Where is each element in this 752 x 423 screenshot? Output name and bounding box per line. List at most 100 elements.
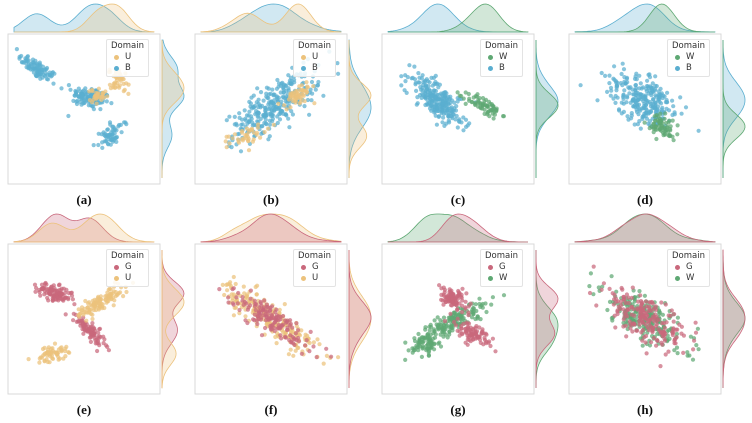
data-point xyxy=(17,56,22,61)
data-point xyxy=(228,283,233,288)
data-point xyxy=(258,116,263,121)
data-point xyxy=(294,90,299,95)
data-point xyxy=(624,100,629,105)
data-point xyxy=(475,92,480,97)
data-point xyxy=(289,79,294,84)
data-point xyxy=(112,131,117,136)
legend-label: W xyxy=(686,52,695,62)
panel-h xyxy=(568,213,746,395)
data-point xyxy=(263,309,268,314)
data-point xyxy=(630,329,635,334)
data-point xyxy=(96,131,101,136)
data-point xyxy=(72,93,78,98)
data-point xyxy=(80,308,85,313)
data-point xyxy=(437,283,442,288)
data-point xyxy=(652,319,657,324)
data-point xyxy=(638,306,643,311)
series-G xyxy=(437,283,498,354)
series-W xyxy=(642,111,680,143)
data-point xyxy=(278,333,283,338)
data-point xyxy=(501,114,506,119)
data-point xyxy=(89,100,95,105)
data-point xyxy=(639,86,644,91)
data-point xyxy=(225,282,230,287)
data-point xyxy=(433,79,438,85)
data-point xyxy=(652,306,657,311)
data-point xyxy=(225,288,230,293)
data-point xyxy=(446,118,451,123)
data-point xyxy=(426,350,431,355)
legend-item: W xyxy=(672,52,705,63)
data-point xyxy=(463,299,468,304)
data-point xyxy=(607,299,613,304)
data-point xyxy=(44,65,50,71)
panel-caption: (f) xyxy=(264,402,278,417)
data-point xyxy=(290,329,295,334)
data-point xyxy=(44,287,49,292)
data-point xyxy=(117,122,122,128)
data-point xyxy=(441,115,446,120)
data-point xyxy=(91,303,96,308)
data-point xyxy=(282,302,287,307)
data-point xyxy=(277,117,283,122)
data-point xyxy=(414,88,419,93)
data-point xyxy=(419,354,424,359)
data-point xyxy=(324,346,329,351)
data-point xyxy=(470,337,476,342)
data-point xyxy=(92,335,97,340)
data-point xyxy=(44,357,49,362)
data-point xyxy=(270,105,275,110)
data-point xyxy=(294,321,299,326)
data-point xyxy=(252,304,258,309)
data-point xyxy=(37,73,42,78)
data-point xyxy=(640,328,646,333)
data-point xyxy=(241,284,246,289)
legend-label: W xyxy=(499,273,508,283)
data-point xyxy=(290,94,295,99)
data-point xyxy=(451,310,456,315)
data-point xyxy=(655,331,660,336)
data-point xyxy=(428,104,434,109)
legend-label: G xyxy=(125,262,132,272)
data-point xyxy=(432,335,438,340)
data-point xyxy=(596,285,601,290)
data-point xyxy=(290,112,295,117)
data-point xyxy=(461,128,466,133)
data-point xyxy=(467,98,472,103)
legend-label: U xyxy=(312,52,319,62)
data-point xyxy=(635,90,640,96)
data-point xyxy=(479,303,484,308)
data-point xyxy=(647,305,652,310)
data-point xyxy=(446,114,451,119)
data-point xyxy=(281,90,286,95)
data-point xyxy=(454,301,459,306)
data-point xyxy=(30,67,35,72)
data-point xyxy=(485,112,490,117)
data-point xyxy=(288,347,293,352)
data-point xyxy=(260,124,265,129)
data-point xyxy=(26,357,31,362)
data-point xyxy=(609,316,615,321)
data-point xyxy=(268,305,273,310)
data-point xyxy=(642,111,647,116)
data-point xyxy=(90,321,95,326)
data-point xyxy=(476,104,481,109)
data-point xyxy=(436,92,441,98)
data-point xyxy=(452,319,457,325)
data-point xyxy=(417,75,422,80)
data-point xyxy=(424,346,430,351)
data-point xyxy=(625,114,630,119)
data-point xyxy=(607,73,612,78)
data-point xyxy=(303,332,308,337)
data-point xyxy=(463,101,468,106)
data-point xyxy=(72,302,77,307)
data-point xyxy=(438,105,443,110)
data-point xyxy=(632,299,637,304)
data-point xyxy=(313,87,318,92)
data-point xyxy=(315,83,320,88)
data-point xyxy=(664,100,670,105)
data-point xyxy=(623,323,628,328)
data-point xyxy=(279,99,284,104)
data-point xyxy=(283,335,288,340)
data-point xyxy=(637,119,642,124)
